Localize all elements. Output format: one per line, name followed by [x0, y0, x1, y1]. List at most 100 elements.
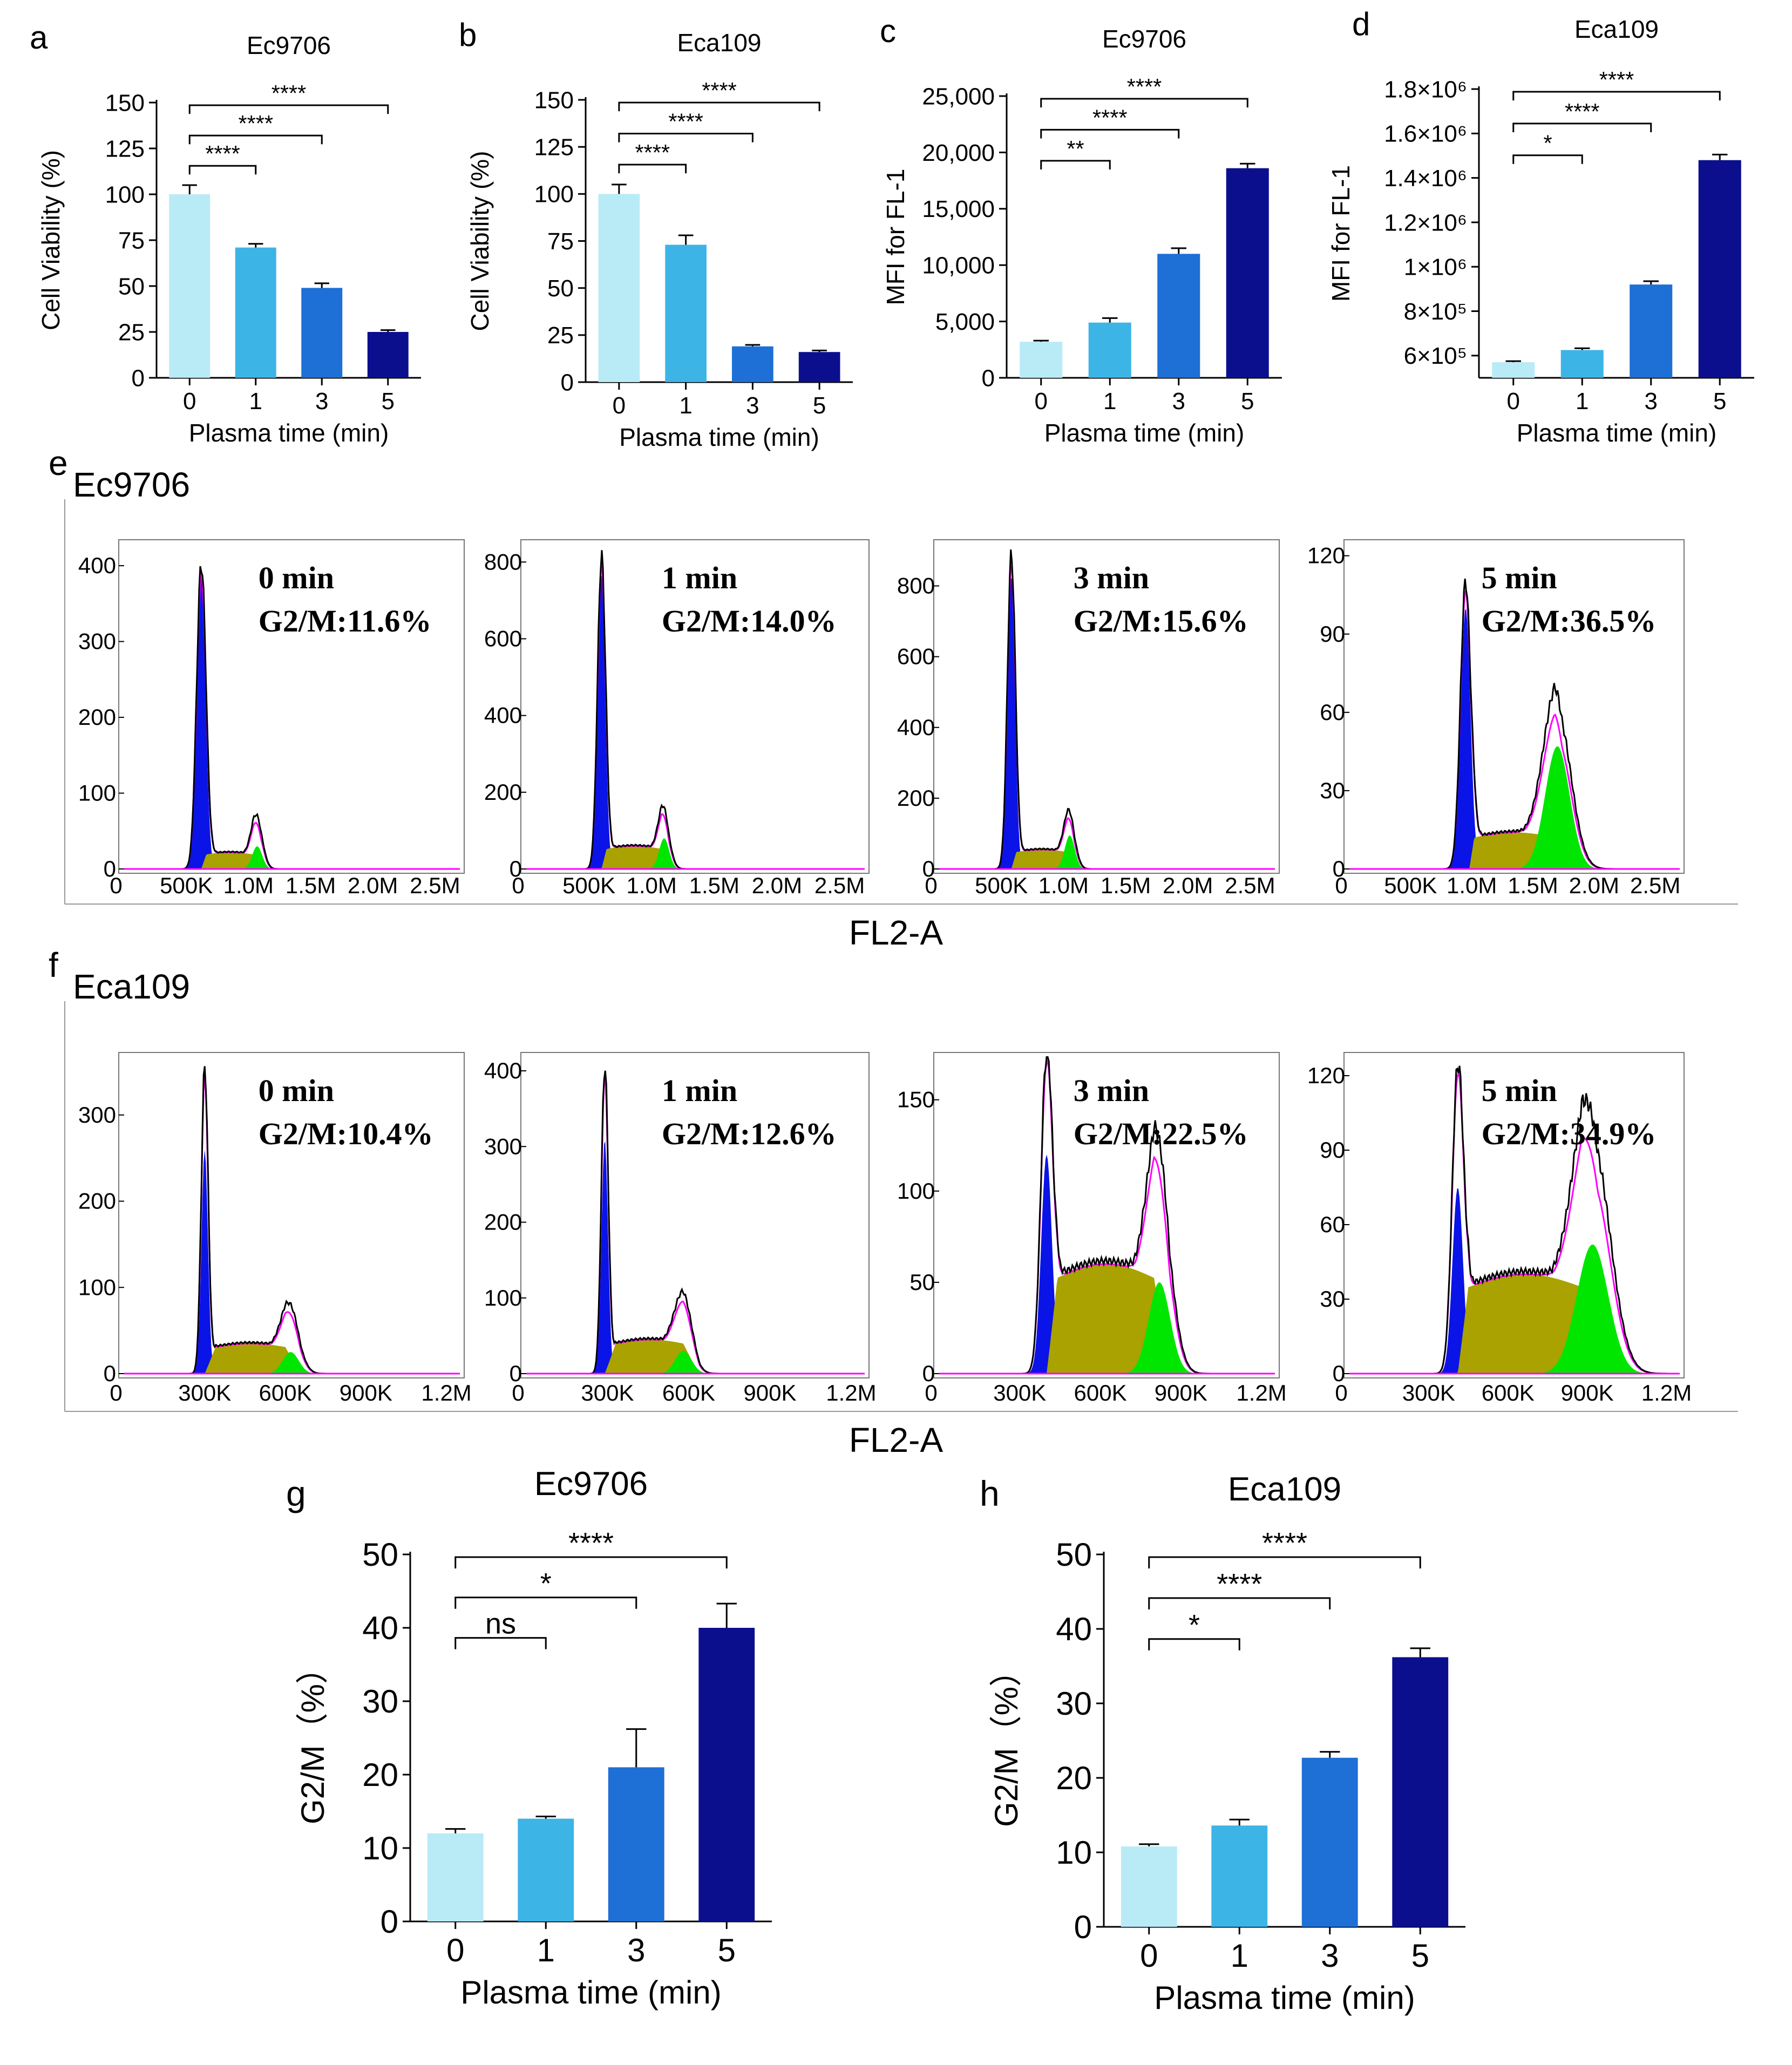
time-label: 3 min: [1074, 560, 1149, 595]
y-tick-label: 30: [1320, 778, 1345, 803]
g2m-percentage-label: G2/M:14.0%: [662, 603, 837, 638]
y-tick-label: 50: [118, 273, 145, 300]
significance-bracket: [1148, 1597, 1331, 1609]
significance-bracket: [188, 165, 257, 175]
y-tick-label: 10: [1056, 1835, 1092, 1871]
bar: [1020, 342, 1063, 378]
x-tick-label: 2.0M: [1569, 873, 1619, 898]
x-tick-label: 0: [110, 873, 122, 898]
bar: [1121, 1846, 1177, 1927]
y-tick-label: 0: [510, 1361, 522, 1386]
y-tick-label: 50: [1056, 1537, 1092, 1573]
significance-label: ****: [1565, 99, 1599, 124]
y-axis-label: MFI for FL-1: [1327, 165, 1355, 302]
time-label: 1 min: [662, 1073, 737, 1108]
significance-label: ****: [702, 78, 736, 103]
panel-letter: f: [49, 946, 58, 984]
significance-bracket: [1512, 123, 1652, 132]
significance-label: ****: [668, 110, 703, 134]
x-tick-label: 1.5M: [689, 873, 739, 898]
x-tick-label: 3: [627, 1932, 645, 1968]
histogram-frame: [1343, 1052, 1685, 1378]
y-tick-label: 40: [1056, 1611, 1092, 1647]
y-axis-label: G2/M（%）: [988, 1654, 1024, 1827]
y-tick-label: 120: [1307, 543, 1345, 568]
x-tick-label: 1.5M: [286, 873, 336, 898]
s-phase-area: [1349, 1274, 1680, 1374]
x-tick-label: 1: [249, 388, 262, 415]
x-tick-label: 1.2M: [421, 1380, 471, 1405]
panel-letter: b: [459, 17, 477, 53]
significance-bracket: [454, 1597, 637, 1609]
g2m-percentage-label: G2/M:10.4%: [259, 1116, 433, 1151]
g2m-phase-area: [124, 846, 460, 869]
x-tick-label: 3: [315, 388, 328, 415]
y-tick-label: 400: [897, 715, 935, 740]
x-tick-label: 0: [1335, 1380, 1347, 1405]
histogram-frame: [118, 539, 465, 874]
g2m-phase-area: [1349, 1244, 1680, 1374]
bar: [518, 1818, 574, 1921]
g2m-phase-area: [124, 1352, 460, 1374]
x-tick-label: 3: [1645, 388, 1658, 415]
y-tick-label: 50: [909, 1269, 935, 1295]
histogram-panel: 0 30 60 90 120 0 500K 1.0M 1.5M 2.0M 2.5M 5 min G2/M…: [1307, 539, 1685, 898]
y-tick-label: 120: [1307, 1063, 1345, 1088]
raw-histogram-curve: [124, 1066, 460, 1375]
x-tick-label: 2.5M: [1630, 873, 1680, 898]
y-tick-label: 0: [1333, 856, 1345, 881]
x-tick-label: 1.5M: [1101, 873, 1151, 898]
x-tick-label: 0: [512, 1380, 524, 1405]
bar: [665, 244, 707, 382]
y-tick-label: 0: [510, 856, 522, 881]
x-tick-label: 0: [1035, 388, 1048, 415]
y-tick-label: 30: [1320, 1286, 1345, 1312]
y-tick-label: 100: [534, 181, 574, 208]
y-tick-label: 60: [1320, 699, 1345, 725]
x-tick-label: 0: [512, 873, 524, 898]
y-tick-label: 20: [362, 1757, 398, 1793]
x-tick-label: 0: [446, 1932, 464, 1968]
x-tick-label: 1.0M: [1447, 873, 1497, 898]
histogram-frame: [520, 539, 870, 874]
x-tick-label: 0: [1140, 1938, 1158, 1974]
g2m-phase-area: [526, 838, 865, 869]
x-tick-label: 2.0M: [1163, 873, 1213, 898]
y-tick-label: 10: [362, 1830, 398, 1866]
panel-b-eca109-viability: 0 25 50 75 100 125 150 0 1 3 5 **** **** **** Eca109 b P…: [459, 17, 853, 451]
g2m-percentage-label: G2/M:11.6%: [259, 603, 432, 638]
bar: [1560, 350, 1604, 378]
x-tick-label: 300K: [1402, 1380, 1455, 1405]
y-tick-label: 125: [105, 135, 145, 162]
bar: [798, 352, 840, 382]
x-tick-label: 1.0M: [223, 873, 274, 898]
chart-title: Ec9706: [247, 31, 331, 59]
significance-label: ****: [271, 81, 306, 106]
x-tick-label: 1.2M: [1641, 1380, 1692, 1405]
x-tick-label: 900K: [1155, 1380, 1207, 1405]
y-tick-label: 600: [484, 626, 522, 651]
panel-letter: g: [286, 1473, 306, 1513]
g2m-percentage-label: G2/M:22.5%: [1074, 1116, 1248, 1151]
bar: [732, 346, 773, 382]
significance-label: *: [1543, 131, 1552, 156]
significance-bracket: [188, 134, 323, 145]
x-tick-label: 0: [1335, 873, 1347, 898]
significance-bracket: [188, 104, 389, 114]
x-axis-label: FL2-A: [849, 913, 943, 952]
y-tick-label: 300: [78, 1102, 116, 1127]
s-phase-area: [124, 852, 460, 869]
x-tick-label: 900K: [340, 1380, 392, 1405]
y-tick-label: 60: [1320, 1212, 1345, 1237]
x-tick-label: 300K: [993, 1380, 1046, 1405]
y-tick-label: 200: [78, 1188, 116, 1214]
bar: [235, 247, 276, 378]
x-tick-label: 2.5M: [410, 873, 460, 898]
x-tick-label: 600K: [259, 1380, 312, 1405]
y-tick-label: 400: [484, 1058, 522, 1083]
time-label: 5 min: [1482, 1073, 1557, 1108]
x-tick-label: 500K: [160, 873, 213, 898]
